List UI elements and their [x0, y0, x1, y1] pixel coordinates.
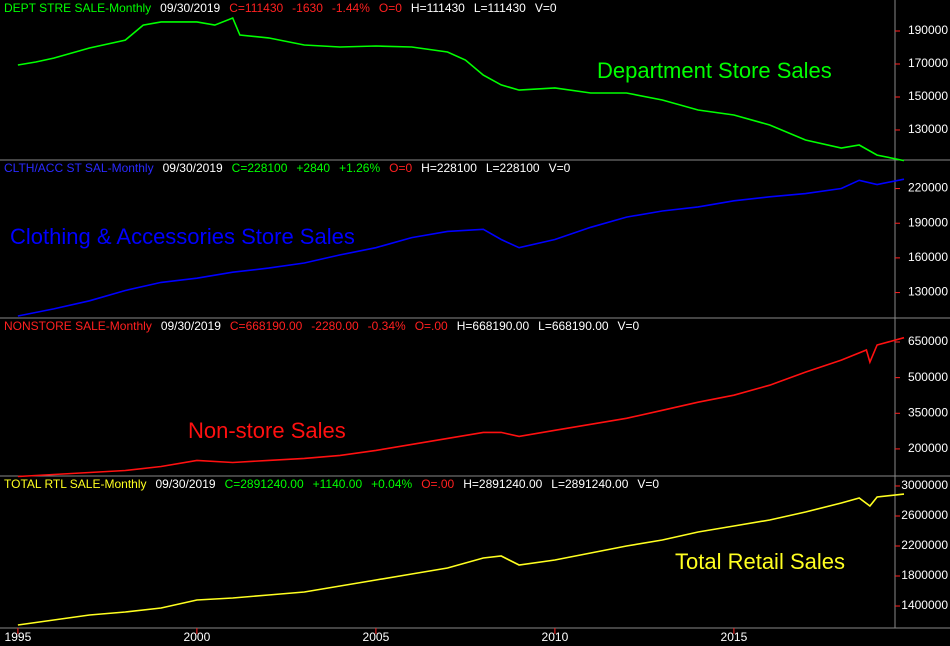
header-field: -0.34% [368, 319, 406, 333]
x-tick-label: 2000 [184, 630, 211, 644]
x-tick-label: 2015 [721, 630, 748, 644]
header-field: -1630 [292, 1, 323, 15]
y-tick-label: 2200000 [901, 538, 948, 552]
y-tick-label: 130000 [908, 285, 948, 299]
y-tick-label: 170000 [908, 56, 948, 70]
header-field: TOTAL RTL SALE-Monthly [4, 477, 147, 491]
header-field: O=.00 [421, 477, 454, 491]
header-field: +1.26% [339, 161, 380, 175]
series-label: Clothing & Accessories Store Sales [10, 224, 355, 249]
header-field: V=0 [637, 477, 659, 491]
y-tick-label: 2600000 [901, 508, 948, 522]
series-label: Department Store Sales [597, 58, 832, 83]
y-tick-label: 220000 [908, 181, 948, 195]
header-field: +2840 [296, 161, 330, 175]
header-field: H=228100 [421, 161, 477, 175]
header-field: V=0 [618, 319, 640, 333]
x-tick-label: 2010 [542, 630, 569, 644]
header-field: L=668190.00 [538, 319, 609, 333]
header-field: 09/30/2019 [161, 319, 221, 333]
header-field: O=0 [379, 1, 402, 15]
header-field: V=0 [535, 1, 557, 15]
header-field: O=.00 [415, 319, 448, 333]
header-field: CLTH/ACC ST SAL-Monthly [4, 161, 154, 175]
header-field: V=0 [549, 161, 571, 175]
header-field: C=668190.00 [230, 319, 303, 333]
y-tick-label: 3000000 [901, 478, 948, 492]
header-field: NONSTORE SALE-Monthly [4, 319, 152, 333]
y-tick-label: 650000 [908, 334, 948, 348]
series-line [17, 336, 905, 478]
header-field: -1.44% [332, 1, 370, 15]
x-tick-label: 2005 [363, 630, 390, 644]
series-line [17, 178, 905, 317]
y-tick-label: 190000 [908, 215, 948, 229]
y-tick-label: 150000 [908, 89, 948, 103]
y-tick-label: 1800000 [901, 568, 948, 582]
header-field: H=2891240.00 [463, 477, 542, 491]
y-tick-label: 1400000 [901, 598, 948, 612]
header-field: +0.04% [371, 477, 412, 491]
y-tick-label: 350000 [908, 405, 948, 419]
y-tick-label: 160000 [908, 250, 948, 264]
header-field: H=111430 [411, 1, 465, 15]
header-field: C=111430 [229, 1, 283, 15]
y-tick-label: 200000 [908, 441, 948, 455]
header-field: C=2891240.00 [225, 477, 304, 491]
series-label: Non-store Sales [188, 418, 346, 443]
header-field: DEPT STRE SALE-Monthly [4, 1, 151, 15]
series-line [17, 493, 905, 626]
header-field: L=111430 [474, 1, 526, 15]
series-label: Total Retail Sales [675, 549, 845, 574]
header-field: O=0 [389, 161, 412, 175]
series-line [17, 16, 905, 162]
y-tick-label: 130000 [908, 122, 948, 136]
header-field: +1140.00 [313, 477, 363, 491]
header-field: L=2891240.00 [551, 477, 628, 491]
header-field: L=228100 [486, 161, 540, 175]
header-field: H=668190.00 [457, 319, 530, 333]
x-tick-label: 1995 [5, 630, 32, 644]
header-field: 09/30/2019 [156, 477, 216, 491]
header-field: C=228100 [232, 161, 288, 175]
header-field: -2280.00 [311, 319, 359, 333]
y-tick-label: 500000 [908, 370, 948, 384]
header-field: 09/30/2019 [160, 1, 220, 15]
header-field: 09/30/2019 [163, 161, 223, 175]
y-tick-label: 190000 [908, 23, 948, 37]
